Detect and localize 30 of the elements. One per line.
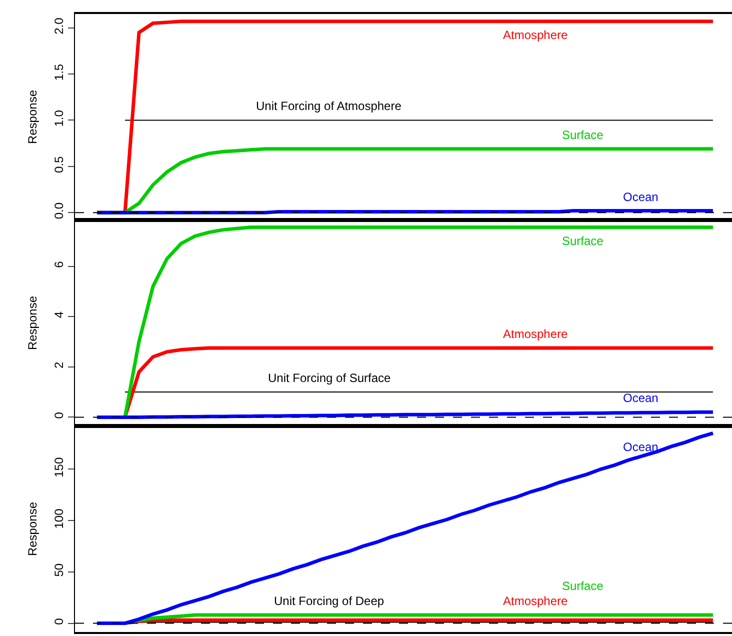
y-tick-label: 6 xyxy=(52,260,66,268)
y-tick-label: 1.0 xyxy=(52,110,66,127)
series-label: Unit Forcing of Deep xyxy=(274,594,384,608)
series-label: Ocean xyxy=(623,190,658,204)
line-series xyxy=(123,613,715,626)
y-axis-title: Response xyxy=(26,90,40,144)
series-label: Atmosphere xyxy=(503,327,568,341)
series-label: Ocean xyxy=(623,391,658,405)
series-label: Atmosphere xyxy=(503,28,568,42)
series-label: Surface xyxy=(562,234,604,248)
series-label: Surface xyxy=(562,128,604,142)
y-tick-label: 0 xyxy=(52,412,66,419)
series-label: Atmosphere xyxy=(503,594,568,608)
y-axis-title: Response xyxy=(26,502,40,556)
y-tick-label: 2 xyxy=(52,361,66,368)
series-label: Unit Forcing of Surface xyxy=(268,371,392,385)
y-tick-label: 0.5 xyxy=(52,156,66,173)
series-label: Unit Forcing of Atmosphere xyxy=(256,99,402,113)
y-tick-label: 0 xyxy=(52,618,66,625)
y-tick-label: 0.0 xyxy=(52,202,66,220)
y-tick-label: 1.5 xyxy=(52,64,66,81)
series-label: Surface xyxy=(562,579,604,593)
y-tick-label: 100 xyxy=(52,508,66,529)
series-label: Ocean xyxy=(623,440,658,454)
y-tick-label: 50 xyxy=(52,563,66,577)
y-axis-title: Response xyxy=(26,296,40,350)
y-tick-label: 2.0 xyxy=(52,17,66,34)
line-series xyxy=(95,431,715,626)
y-tick-label: 4 xyxy=(52,311,66,318)
y-tick-label: 150 xyxy=(52,457,66,478)
